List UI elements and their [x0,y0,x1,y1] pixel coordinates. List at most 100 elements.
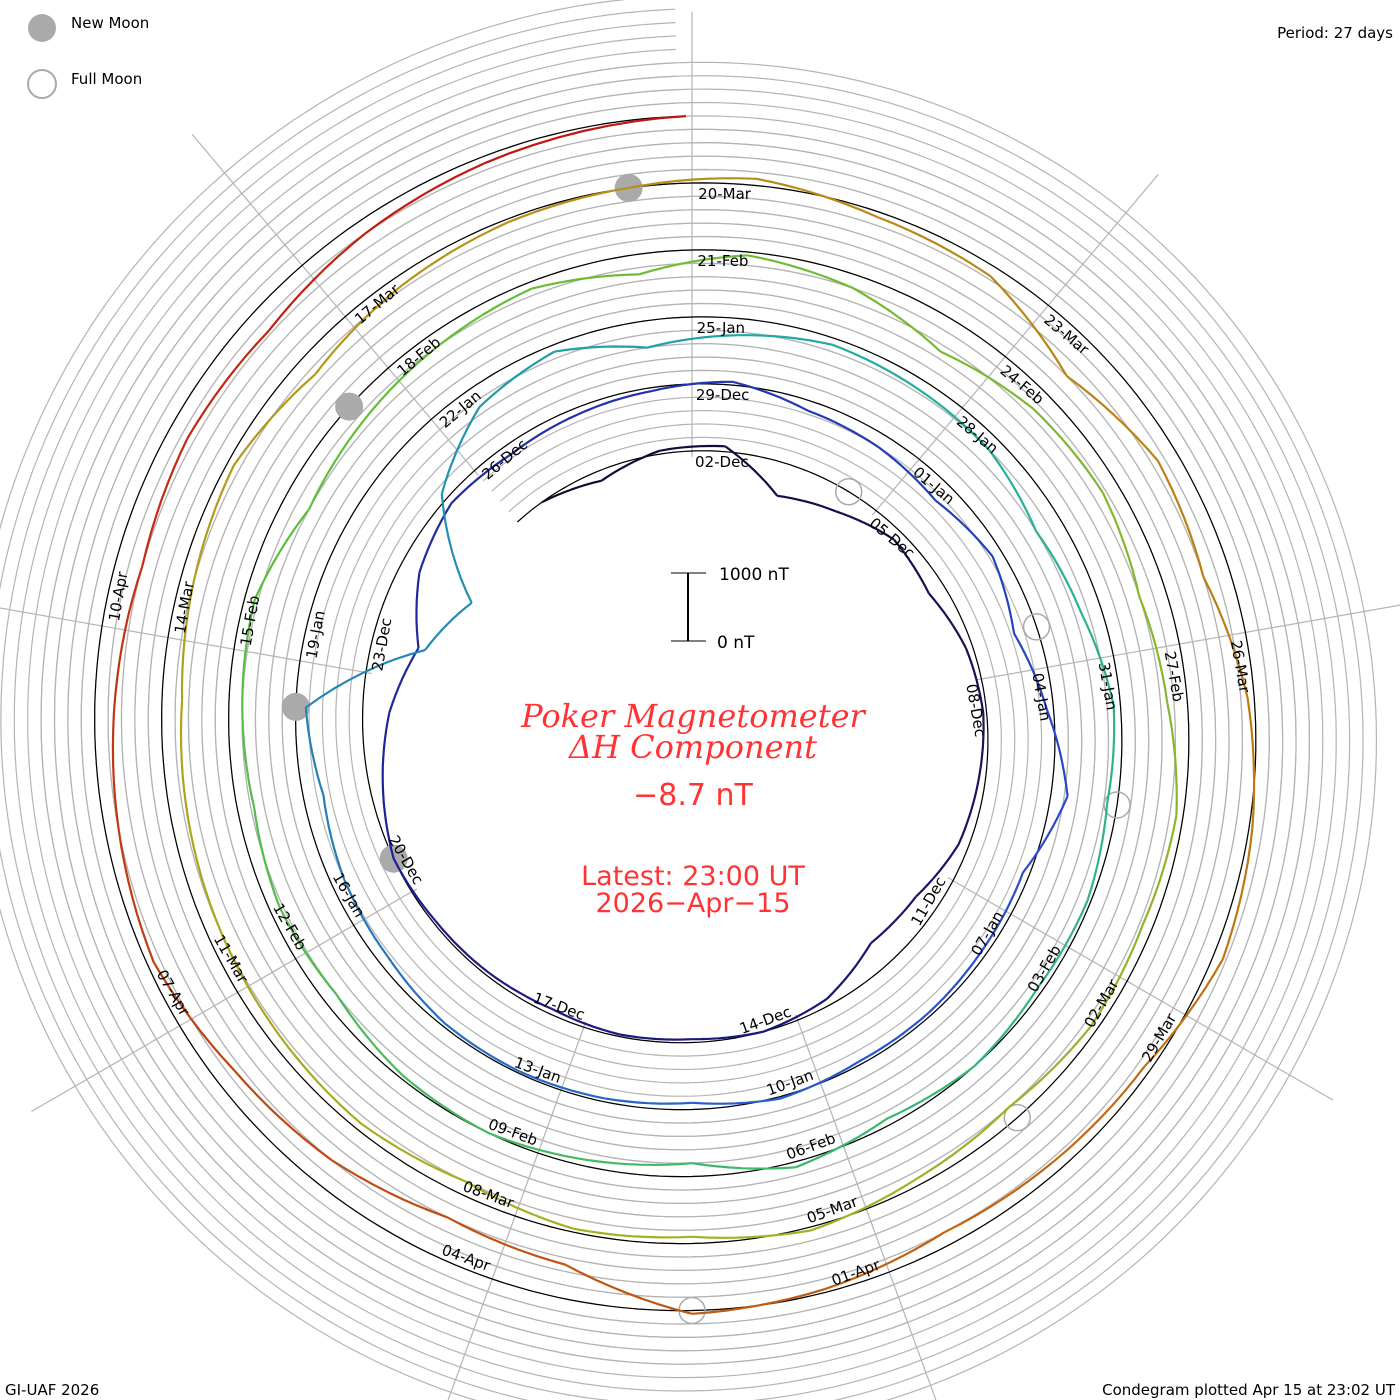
trace-segment [870,896,917,945]
trace-segment [487,971,553,1010]
trace-segment [691,1288,825,1315]
date-label: 07-Apr [153,967,194,1020]
date-label: 04-Jan [1028,672,1054,723]
trace-segment [485,115,687,164]
trace-segment [964,647,985,714]
date-label: 26-Dec [478,435,531,483]
date-label: 29-Dec [696,386,750,404]
trace-segment [691,1030,764,1041]
trace-segment [415,572,421,649]
trace-segment [401,1074,490,1135]
trace-segment [940,350,1034,410]
date-label: 07-Jan [967,908,1007,959]
new-moon-marker [281,692,310,721]
scale-bar: 1000 nT 0 nT [671,565,789,653]
trace-segment [777,494,837,513]
trace-segment [795,1117,888,1169]
latest-time: Latest: 23:00 UT [581,861,805,892]
trace-segment [943,1160,1055,1234]
date-label: 17-Mar [351,280,404,328]
new-moon-legend-label: New Moon [71,14,149,32]
trace-segment [179,700,190,819]
trace-segment [1166,702,1178,816]
trace-segment [267,232,367,332]
trace-segment [619,1033,693,1041]
trace-segment [934,499,994,558]
trace-segment [364,161,487,235]
trace-segment [779,1060,860,1100]
current-value: −8.7 nT [633,778,753,813]
date-label: 01-Apr [829,1255,883,1289]
trace-segment [858,1011,930,1063]
trace-segment [279,1035,363,1125]
trace-segment [304,707,325,796]
trace-segment [878,216,992,278]
trace-segment [381,712,391,785]
chart-title: Poker Magnetometer [520,697,866,735]
trace-segment [1032,407,1104,494]
trace-segment [691,1097,780,1105]
date-label: 16-Jan [329,870,369,921]
trace-segment [187,818,223,934]
trace-segment [241,598,256,704]
trace-segment [220,932,282,1038]
trace-segment [1037,900,1089,989]
trace-segment [141,438,189,566]
trace-segment [232,373,316,467]
grid-spiral [13,35,1337,1392]
trace-segment [589,1159,693,1166]
trace-segment [1202,576,1249,698]
trace-segment [1157,460,1205,578]
trace-segment [314,285,402,376]
trace-segment [440,493,473,604]
scale-bottom-label: 0 nT [717,633,755,653]
trace-segment [638,254,748,276]
trace-segment [343,879,389,958]
trace-segment [973,986,1039,1068]
trace-segment [1035,530,1083,614]
trace-segment [691,1229,811,1239]
trace-segment [893,538,930,594]
trace-segment [810,1177,918,1232]
trace-segment [886,1065,975,1120]
trace-segment [424,601,473,651]
trace-segment [489,1132,591,1162]
period-label: Period: 27 days [1277,24,1393,42]
trace-segment [399,221,508,288]
trace-segment [114,565,144,697]
trace-segment [1106,705,1116,804]
trace-segment [418,502,453,573]
trace-segment [916,387,990,451]
date-label: 17-Dec [531,989,587,1024]
date-label: 08-Dec [962,683,989,739]
trace-segment [831,343,918,390]
trace-segment [647,334,739,349]
radial-grid-line [0,607,372,675]
trace-segment [957,780,980,846]
credit-label: GI-UAF 2026 [5,1381,99,1399]
trace-segment [573,1227,693,1239]
trace-segment [977,712,985,781]
trace-segment [1221,828,1254,960]
date-label: 23-Dec [368,617,395,673]
trace-segment [1143,958,1224,1068]
radial-grid-line [191,133,479,476]
trace-segment [691,1162,796,1170]
new-moon-marker [335,392,364,421]
trace-segment [253,807,281,909]
trace-segment [362,344,440,422]
legend: New Moon Full Moon [27,14,149,99]
full-moon-marker [1022,613,1051,641]
trace-segment [1080,612,1115,706]
trace-segment [738,334,833,346]
trace-segment [877,446,937,502]
zero-baseline [94,115,1257,1312]
grid-spiral [0,8,1364,1400]
date-label: 14-Dec [737,1003,793,1038]
trace-segment [386,955,447,1025]
trace-segment [852,287,942,353]
trace-segment [478,350,555,408]
trace-segment [1053,1066,1146,1163]
trace-segment [1246,697,1256,829]
